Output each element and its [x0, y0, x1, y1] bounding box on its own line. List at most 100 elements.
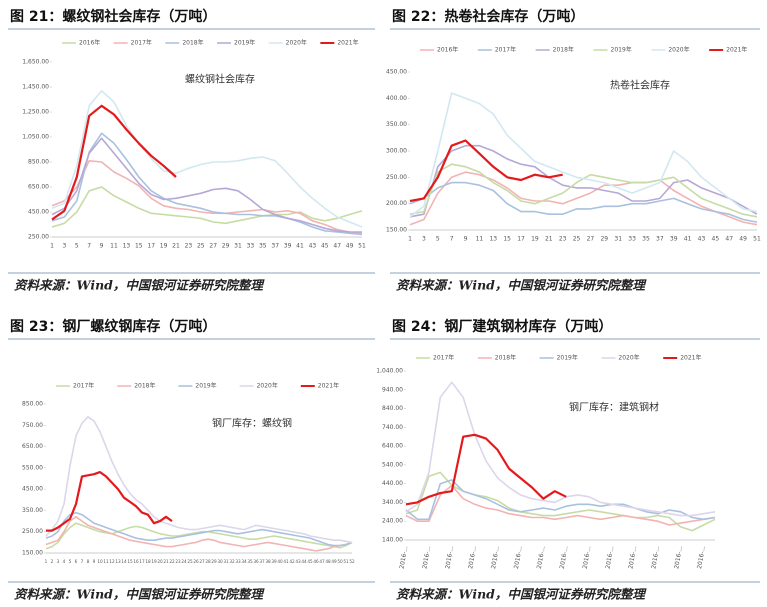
y-tick-label: 400.00 — [386, 95, 407, 102]
x-tick-label: 19 — [160, 243, 168, 250]
x-tick-label: 9 — [100, 243, 104, 250]
x-tick-label: 5 — [75, 243, 79, 250]
series-line — [51, 132, 363, 236]
x-tick-label: 44 — [301, 559, 307, 564]
x-tick-label: 21 — [163, 559, 169, 564]
x-tick-label: 33 — [235, 559, 241, 564]
x-tick-label: 11 — [110, 243, 118, 250]
figure-title: 图 24：钢厂建筑钢材库存（万吨） — [392, 318, 612, 335]
y-tick-label: 240.00 — [382, 518, 403, 525]
x-tick-label: 2016-... — [513, 545, 524, 569]
x-tick-label: 49 — [346, 243, 354, 250]
x-tick-label: 33 — [628, 236, 636, 243]
y-tick-label: 350.00 — [22, 507, 43, 514]
legend-label: 2017年 — [131, 39, 152, 47]
x-tick-label: 3 — [62, 243, 66, 250]
x-tick-label: 25 — [573, 236, 581, 243]
x-tick-label: 19 — [531, 236, 539, 243]
legend-label: 2021年 — [680, 354, 701, 362]
x-tick-label: 2016-... — [650, 545, 661, 569]
x-tick-label: 29 — [222, 243, 230, 250]
series-line — [46, 471, 173, 532]
x-tick-label: 51 — [343, 559, 349, 564]
series-line — [409, 144, 758, 218]
legend-label: 2020年 — [668, 46, 689, 54]
y-tick-label: 1,040.00 — [376, 368, 403, 375]
legend-label: 2021年 — [337, 39, 358, 47]
x-tick-label: 50 — [337, 559, 343, 564]
x-tick-label: 17 — [139, 559, 145, 564]
series-line — [405, 471, 716, 532]
series-line — [45, 416, 353, 544]
x-tick-label: 7 — [87, 243, 91, 250]
x-tick-label: 23 — [559, 236, 567, 243]
y-tick-label: 750.00 — [22, 422, 43, 429]
x-tick-label: 39 — [284, 243, 292, 250]
x-tick-label: 52 — [349, 559, 355, 564]
x-tick-label: 33 — [247, 243, 255, 250]
x-tick-label: 11 — [103, 559, 109, 564]
legend-label: 2021年 — [726, 46, 747, 54]
x-tick-label: 37 — [271, 243, 279, 250]
x-tick-label: 37 — [259, 559, 265, 564]
x-tick-label: 7 — [81, 559, 84, 564]
x-tick-label: 41 — [283, 559, 289, 564]
x-tick-label: 29 — [211, 559, 217, 564]
x-tick-label: 4 — [63, 559, 66, 564]
x-tick-label: 2016-... — [399, 545, 410, 569]
x-tick-label: 2016-... — [627, 545, 638, 569]
x-tick-label: 47 — [725, 236, 733, 243]
series-line — [405, 381, 716, 517]
legend-label: 2018年 — [182, 39, 203, 47]
x-tick-label: 13 — [123, 243, 131, 250]
chart-annotation: 钢厂库存：螺纹钢 — [212, 417, 292, 430]
x-tick-label: 49 — [739, 236, 747, 243]
chart-annotation: 钢厂库存：建筑钢材 — [569, 401, 659, 414]
x-tick-label: 5 — [69, 559, 72, 564]
x-tick-label: 40 — [277, 559, 283, 564]
legend-label: 2020年 — [286, 39, 307, 47]
y-tick-label: 540.00 — [382, 461, 403, 468]
y-tick-label: 550.00 — [22, 464, 43, 471]
x-tick-label: 46 — [313, 559, 319, 564]
chart-annotation: 热卷社会库存 — [610, 79, 670, 92]
x-tick-label: 35 — [642, 236, 650, 243]
x-tick-label: 47 — [333, 243, 341, 250]
x-tick-label: 39 — [670, 236, 678, 243]
figure-title: 图 21：螺纹钢社会库存（万吨） — [10, 8, 216, 25]
series-line — [409, 92, 758, 218]
y-tick-label: 1,250.00 — [22, 109, 49, 116]
x-tick-label: 13 — [115, 559, 121, 564]
y-tick-label: 650.00 — [28, 184, 49, 191]
legend-label: 2017年 — [433, 354, 454, 362]
series-line — [51, 186, 363, 228]
x-tick-label: 2016-... — [582, 545, 593, 569]
x-tick-label: 18 — [145, 559, 151, 564]
x-tick-label: 39 — [271, 559, 277, 564]
y-tick-label: 740.00 — [382, 424, 403, 431]
x-tick-label: 25 — [187, 559, 193, 564]
x-tick-label: 37 — [656, 236, 664, 243]
x-tick-label: 45 — [307, 559, 313, 564]
legend-label: 2021年 — [318, 382, 339, 390]
x-tick-label: 38 — [265, 559, 271, 564]
x-tick-label: 21 — [545, 236, 553, 243]
y-tick-label: 650.00 — [22, 443, 43, 450]
legend-label: 2018年 — [553, 46, 574, 54]
legend-label: 2019年 — [557, 354, 578, 362]
y-tick-label: 850.00 — [28, 159, 49, 166]
legend-label: 2017年 — [495, 46, 516, 54]
x-tick-label: 3 — [57, 559, 60, 564]
y-tick-label: 350.00 — [386, 121, 407, 128]
x-tick-label: 9 — [464, 236, 468, 243]
x-tick-label: 45 — [321, 243, 329, 250]
x-tick-label: 28 — [205, 559, 211, 564]
x-tick-label: 27 — [209, 243, 217, 250]
legend-label: 2020年 — [618, 354, 639, 362]
legend-label: 2017年 — [73, 382, 94, 390]
x-tick-label: 42 — [289, 559, 295, 564]
y-tick-label: 300.00 — [386, 148, 407, 155]
legend-label: 2018年 — [134, 382, 155, 390]
